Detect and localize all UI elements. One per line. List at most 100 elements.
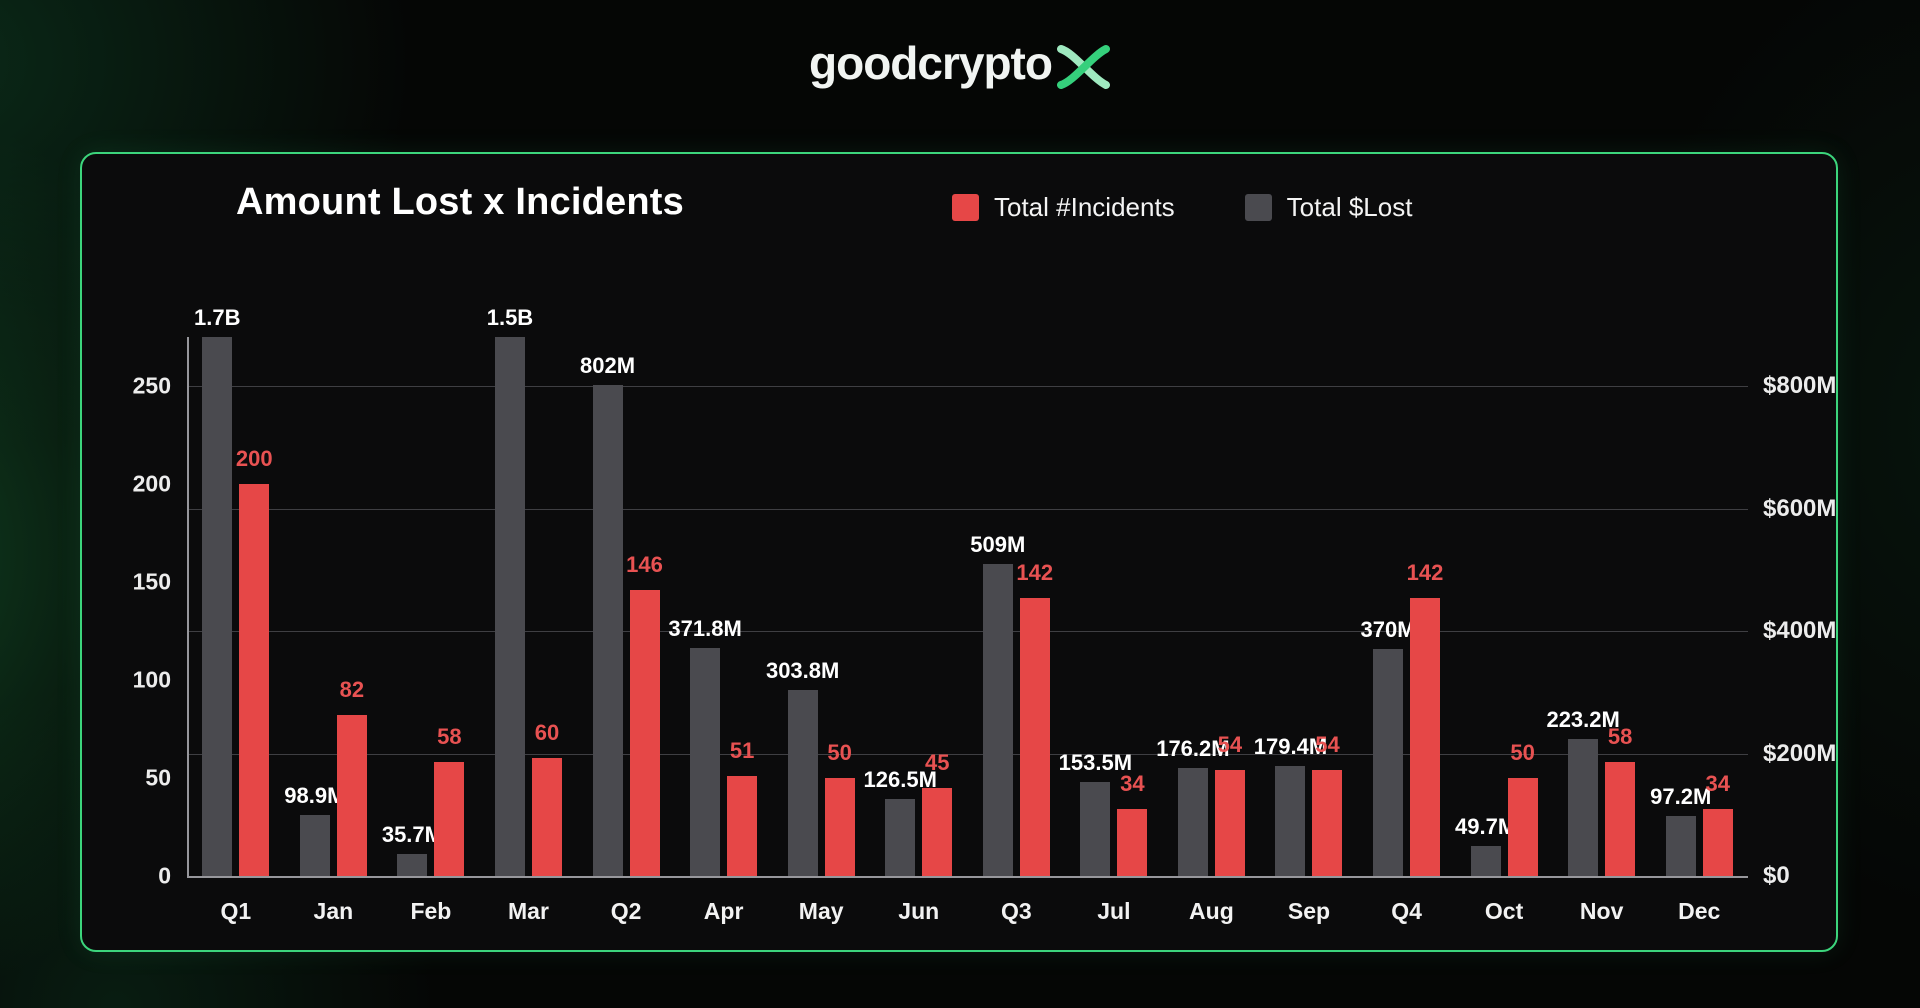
- lost-bar: 35.7M: [382, 822, 443, 876]
- incidents-bar-value-label: 54: [1315, 732, 1340, 757]
- incidents-bar-value-label: 142: [1016, 560, 1054, 585]
- gridline: [187, 386, 1748, 387]
- bar-group-q1: 1.7B 200 Q1: [187, 305, 285, 924]
- gridline: [187, 753, 1748, 755]
- brand-wordmark: goodcrypto: [809, 37, 1053, 89]
- lost-bar-value-label: 98.9M: [284, 783, 346, 808]
- left-axis-tick: 250: [132, 372, 171, 399]
- incidents-bar: 54: [1312, 732, 1343, 876]
- bar-group-feb: 35.7M 58 Feb: [382, 337, 480, 924]
- chart-legend: Total #Incidents Total $Lost: [952, 192, 1412, 223]
- incidents-bar-value-label: 200: [235, 446, 273, 471]
- bar-group-jun: 126.5M 45 Jun: [864, 337, 968, 924]
- incidents-bar: 50: [824, 740, 855, 876]
- category-label: Q4: [1391, 898, 1422, 924]
- left-axis-tick: 50: [145, 764, 171, 791]
- right-axis-tick: $0: [1763, 862, 1790, 889]
- left-axis-tick: 0: [158, 862, 171, 889]
- incidents-bar-value-label: 54: [1217, 732, 1243, 757]
- category-label: Feb: [410, 898, 452, 924]
- lost-bar: 509M: [970, 532, 1025, 876]
- category-label: Q3: [1000, 898, 1032, 924]
- incidents-bar-value-label: 34: [1705, 771, 1730, 796]
- bar-groups: 1.7B 200 Q1 98.9M 82 Jan 35.7M 58 Feb 1.5B 60 Mar 80…: [187, 305, 1748, 924]
- lost-bar-value-label: 153.5M: [1058, 750, 1133, 775]
- category-label: Dec: [1678, 898, 1721, 924]
- lost-bar-value-label: 509M: [970, 532, 1026, 557]
- incidents-bar: 50: [1507, 740, 1538, 876]
- incidents-bar: 54: [1214, 732, 1245, 876]
- plot-area: 1.7B 200 Q1 98.9M 82 Jan 35.7M 58 Feb 1.5B 60 Mar 80…: [187, 305, 1748, 924]
- category-label: Oct: [1484, 898, 1524, 924]
- lost-bar: 176.2M: [1156, 736, 1230, 876]
- bar-group-apr: 371.8M 51 Apr: [668, 337, 773, 924]
- bar-group-jul: 153.5M 34 Jul: [1059, 337, 1163, 924]
- category-label: Q1: [220, 898, 252, 924]
- bar-group-may: 303.8M 50 May: [766, 337, 870, 924]
- chart-card: Amount Lost x Incidents Total #Incidents…: [80, 152, 1838, 952]
- category-label: Jul: [1097, 898, 1131, 924]
- category-label: Mar: [508, 898, 549, 924]
- gridline: [187, 631, 1748, 632]
- brand-logo: goodcrypto: [0, 36, 1920, 90]
- legend-label-incidents: Total #Incidents: [994, 192, 1175, 222]
- incidents-bar-value-label: 142: [1406, 560, 1444, 585]
- category-label: Jan: [313, 898, 354, 924]
- lost-bar-value-label: 371.8M: [668, 616, 742, 641]
- right-axis-tick: $600M: [1763, 494, 1837, 522]
- gridline: [187, 508, 1748, 510]
- incidents-bar: 82: [336, 677, 367, 876]
- lost-bar: 802M: [580, 353, 635, 876]
- incidents-bar-value-label: 50: [1510, 740, 1535, 765]
- category-label: Q2: [610, 898, 642, 924]
- bar-group-q2: 802M 146 Q2: [577, 337, 675, 924]
- incidents-bar: 146: [626, 552, 663, 876]
- legend-swatch-incidents: [952, 194, 979, 221]
- lost-bar: 371.8M: [668, 616, 742, 876]
- incidents-bar: 58: [1605, 724, 1636, 876]
- incidents-bar-value-label: 82: [339, 677, 365, 702]
- category-label: Apr: [703, 898, 744, 924]
- axis-left: 0 50 100 150 200 250: [82, 337, 171, 889]
- right-axis-tick: $200M: [1763, 739, 1837, 767]
- incidents-bar-value-label: 58: [437, 724, 462, 749]
- incidents-bar: 34: [1117, 771, 1148, 876]
- left-axis-tick: 150: [132, 568, 171, 595]
- legend-swatch-lost: [1244, 194, 1272, 221]
- incidents-bar-value-label: 60: [534, 720, 560, 745]
- incidents-bar: 60: [531, 720, 562, 876]
- right-axis-tick: $800M: [1763, 372, 1837, 399]
- incidents-bar-value-label: 34: [1120, 771, 1145, 796]
- lost-bar: 370M: [1361, 617, 1416, 876]
- incidents-bar: 142: [1016, 560, 1053, 876]
- axis-right: $0 $200M $400M $600M $800M: [1763, 337, 1883, 889]
- left-axis-tick: 100: [132, 666, 171, 693]
- bar-group-jan: 98.9M 82 Jan: [284, 337, 383, 924]
- x-axis-baseline: [187, 876, 1748, 878]
- bar-group-nov: 223.2M 58 Nov: [1546, 337, 1651, 924]
- lost-bar: 98.9M: [284, 783, 345, 876]
- lost-bar-value-label: 303.8M: [765, 658, 840, 683]
- lost-bar: 126.5M: [864, 767, 937, 876]
- lost-bar-value-label: 179.4M: [1253, 734, 1328, 759]
- incidents-bar: 142: [1407, 560, 1443, 876]
- incidents-bar: 34: [1702, 771, 1733, 876]
- legend-item-lost: Total $Lost: [1244, 192, 1412, 223]
- lost-bar: 303.8M: [766, 658, 839, 876]
- bar-group-q3: 509M 142 Q3: [968, 337, 1066, 924]
- category-label: Nov: [1579, 898, 1624, 924]
- category-label: May: [798, 898, 844, 924]
- category-label: Aug: [1189, 898, 1234, 924]
- lost-bar: 49.7M: [1455, 814, 1516, 876]
- lost-bar: 153.5M: [1059, 750, 1132, 876]
- lost-bar-value-label: 97.2M: [1650, 784, 1712, 809]
- lost-bar: 223.2M: [1546, 707, 1620, 876]
- incidents-bar-value-label: 58: [1607, 724, 1633, 749]
- brand-x-icon: [1056, 45, 1110, 89]
- incidents-bar-value-label: 50: [827, 740, 852, 765]
- category-label: Jun: [898, 898, 940, 924]
- lost-bar-value-label: 126.5M: [863, 767, 937, 792]
- incidents-bar-value-label: 45: [924, 750, 950, 775]
- lost-bar-value-label: 802M: [580, 353, 636, 378]
